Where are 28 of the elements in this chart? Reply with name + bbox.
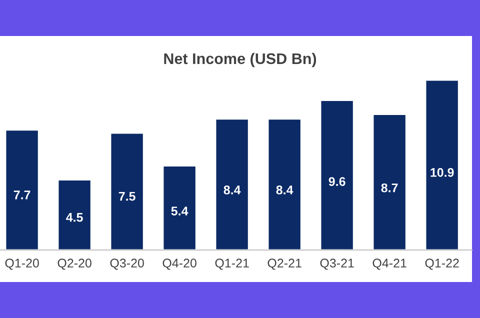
x-tick-label: Q3-20 [110, 258, 144, 270]
data-label: 5.4 [171, 206, 188, 216]
x-tick-label: Q1-21 [215, 258, 249, 270]
data-label: 8.4 [224, 186, 241, 194]
data-label: 7.5 [118, 192, 136, 201]
bar [57, 179, 92, 250]
x-tick-label: Q1-20 [5, 258, 39, 270]
data-label: 4.5 [66, 213, 83, 222]
data-label: 10.9 [430, 168, 454, 177]
bar [110, 132, 144, 250]
data-label: 8.7 [381, 183, 398, 192]
x-tick-label: Q4-21 [372, 258, 406, 270]
x-tick-label: Q4-20 [162, 258, 196, 270]
data-label: 8.4 [276, 186, 294, 194]
bar [424, 80, 460, 250]
x-tick-label: Q1-22 [425, 258, 459, 270]
bar [372, 114, 407, 250]
x-tick-label: Q3-21 [320, 258, 354, 270]
bar [267, 118, 302, 250]
bar [320, 100, 354, 250]
data-label: 7.7 [14, 190, 30, 200]
x-tick-label: Q2-20 [58, 258, 92, 270]
x-tick-label: Q2-21 [268, 258, 302, 270]
bar [214, 118, 250, 250]
data-label: 9.6 [328, 177, 346, 186]
bar [162, 165, 197, 250]
bar [4, 129, 40, 250]
chart-title: Net Income (USD Bn) [164, 52, 316, 68]
